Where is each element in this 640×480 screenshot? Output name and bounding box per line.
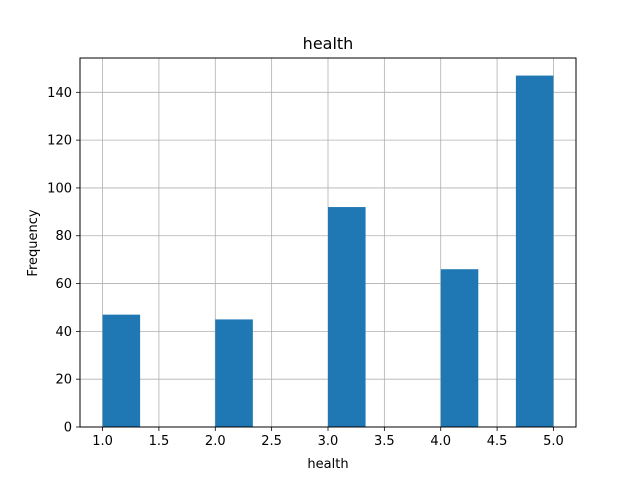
- y-tick-label: 140: [47, 86, 72, 101]
- histogram-bar: [102, 314, 141, 427]
- histogram-bar: [440, 269, 479, 427]
- y-tick-label: 80: [55, 229, 72, 244]
- x-tick-label: 1.5: [149, 434, 170, 449]
- y-tick-label: 0: [64, 421, 72, 436]
- y-axis-ticks: 0 20 40 60 80 100 120 140: [47, 86, 80, 436]
- x-tick-label: 3.0: [318, 434, 339, 449]
- y-tick-label: 100: [47, 181, 72, 196]
- y-tick-label: 20: [55, 373, 72, 388]
- y-axis-label: Frequency: [26, 209, 41, 276]
- bars: [102, 75, 554, 428]
- x-tick-label: 5.0: [543, 434, 564, 449]
- y-tick-label: 120: [47, 134, 72, 149]
- y-tick-label: 60: [55, 277, 72, 292]
- x-axis-ticks: 1.0 1.5 2.0 2.5 3.0 3.5 4.0 4.5 5.0: [92, 427, 564, 449]
- x-tick-label: 2.5: [261, 434, 282, 449]
- y-tick-label: 40: [55, 325, 72, 340]
- x-tick-label: 4.5: [487, 434, 508, 449]
- x-tick-label: 1.0: [92, 434, 113, 449]
- x-tick-label: 2.0: [205, 434, 226, 449]
- histogram-bar: [328, 207, 366, 427]
- x-tick-label: 3.5: [374, 434, 395, 449]
- x-tick-label: 4.0: [430, 434, 451, 449]
- x-axis-label: health: [307, 457, 348, 472]
- histogram-bar: [515, 75, 554, 428]
- histogram-bar: [215, 319, 253, 427]
- chart-title: health: [303, 34, 354, 53]
